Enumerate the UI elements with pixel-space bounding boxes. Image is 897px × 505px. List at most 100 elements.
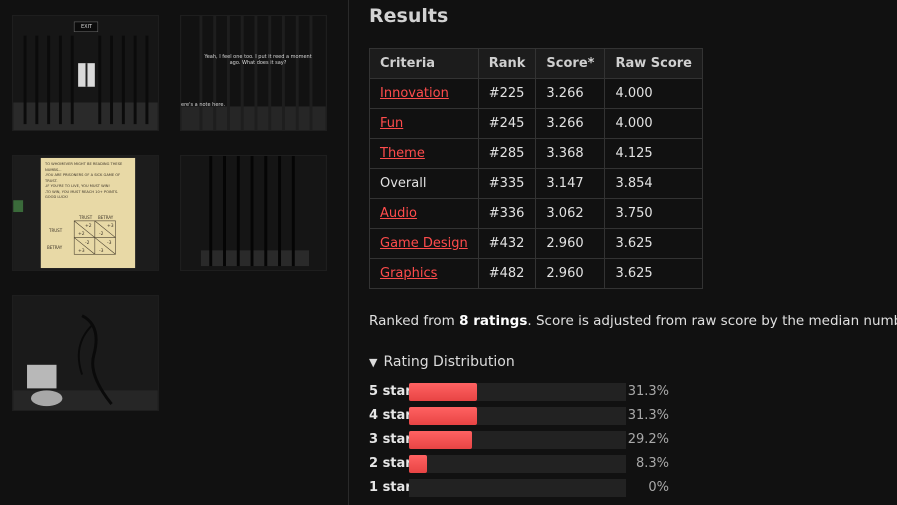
screenshot-thumbnail-5[interactable] (12, 295, 159, 411)
criteria-link-graphics[interactable]: Graphics (369, 258, 479, 289)
matrix-cell: -3 (107, 241, 112, 246)
criteria-link-audio[interactable]: Audio (369, 198, 479, 229)
dialog-scene-image (181, 16, 326, 130)
header-rank: Rank (477, 48, 537, 79)
ranked-suffix: . Score is adjusted from raw score by th… (527, 313, 897, 329)
rank-cell: #336 (477, 198, 537, 229)
distribution-bar-track (409, 383, 626, 401)
table-row: Theme #285 3.368 4.125 (369, 138, 703, 169)
rank-cell: #285 (477, 138, 537, 169)
note-line: -IF YOU'RE TO LIVE, YOU MUST WIN! (45, 184, 110, 188)
note-line: TO WHOMEVER MIGHT BE READING THESE NUMBS… (45, 162, 123, 172)
criteria-link-theme[interactable]: Theme (369, 138, 479, 169)
matrix-cell: +2 (78, 232, 85, 237)
results-table: Criteria Rank Score* Raw Score Innovatio… (369, 48, 703, 289)
score-cell: 3.266 (535, 108, 606, 139)
distribution-percent: 31.3% (627, 408, 669, 423)
triangle-down-icon: ▼ (369, 356, 378, 369)
results-panel: Results Criteria Rank Score* Raw Score I… (369, 0, 897, 505)
table-row: Fun #245 3.266 4.000 (369, 108, 703, 139)
matrix-row-trust: TRUST (49, 228, 63, 233)
matrix-cell: -2 (85, 241, 90, 246)
criteria-link-fun[interactable]: Fun (369, 108, 479, 139)
matrix-cell: +2 (85, 224, 92, 229)
score-cell: 2.960 (535, 228, 606, 259)
rank-cell: #225 (477, 78, 537, 109)
distribution-row: 2 star 8.3% (369, 452, 679, 476)
distribution-row: 3 star 29.2% (369, 428, 679, 452)
matrix-cell: +3 (78, 249, 85, 254)
score-cell: 3.368 (535, 138, 606, 169)
table-row: Game Design #432 2.960 3.625 (369, 228, 703, 259)
criteria-link-game-design[interactable]: Game Design (369, 228, 479, 259)
distribution-bar-track (409, 455, 626, 473)
prison-cell-door-image (13, 16, 158, 130)
star-label: 3 star (369, 432, 412, 447)
distribution-bar-fill (409, 383, 477, 401)
rank-cell: #335 (477, 168, 537, 199)
distribution-percent: 8.3% (635, 456, 669, 471)
ranked-note: Ranked from 8 ratings. Score is adjusted… (369, 313, 897, 329)
note-line: GOOD LUCK! (45, 195, 69, 199)
distribution-row: 5 star 31.3% (369, 380, 679, 404)
note-paper-image (13, 156, 158, 270)
ratings-count: 8 ratings (459, 313, 528, 329)
raw-score-cell: 3.625 (604, 258, 703, 289)
raw-score-cell: 4.000 (604, 78, 703, 109)
distribution-row: 1 star 0% (369, 476, 679, 500)
table-row: Audio #336 3.062 3.750 (369, 198, 703, 229)
rank-cell: #245 (477, 108, 537, 139)
raw-score-cell: 3.625 (604, 228, 703, 259)
column-divider (348, 0, 349, 505)
distribution-bar-track (409, 479, 626, 497)
distribution-bar-fill (409, 407, 477, 425)
dialog-text: Yeah, I feel one too. I put it reed a mo… (204, 54, 312, 66)
screenshot-gallery: EXIT Yeah, I feel one too. I put it reed… (0, 0, 348, 505)
star-label: 1 star (369, 480, 412, 495)
star-label: 5 star (369, 384, 412, 399)
star-label: 2 star (369, 456, 412, 471)
dark-cell-image (181, 156, 326, 270)
distribution-bar-fill (409, 431, 473, 449)
distribution-bar-track (409, 407, 626, 425)
rank-cell: #432 (477, 228, 537, 259)
distribution-percent: 31.3% (627, 384, 669, 399)
distribution-row: 4 star 31.3% (369, 404, 679, 428)
header-criteria: Criteria (369, 48, 479, 79)
raw-score-cell: 3.750 (604, 198, 703, 229)
rating-distribution-toggle[interactable]: ▼ Rating Distribution (369, 354, 515, 370)
distribution-bar-track (409, 431, 626, 449)
matrix-col-trust: TRUST (79, 215, 93, 220)
distribution-percent: 29.2% (627, 432, 669, 447)
rating-distribution: 5 star 31.3% 4 star 31.3% 3 star 29.2% 2… (369, 380, 679, 500)
table-row: Innovation #225 3.266 4.000 (369, 78, 703, 109)
matrix-row-betray: BETRAY (47, 245, 63, 250)
score-cell: 2.960 (535, 258, 606, 289)
matrix-cell: -2 (99, 232, 104, 237)
cell-toilet-image (13, 296, 158, 410)
rank-cell: #482 (477, 258, 537, 289)
table-row: Graphics #482 2.960 3.625 (369, 258, 703, 289)
raw-score-cell: 3.854 (604, 168, 703, 199)
table-row: Overall #335 3.147 3.854 (369, 168, 703, 199)
matrix-cell: -3 (99, 249, 104, 254)
distribution-bar-fill (409, 455, 427, 473)
score-cell: 3.266 (535, 78, 606, 109)
distribution-percent: 0% (648, 480, 669, 495)
rating-distribution-label: Rating Distribution (383, 354, 515, 370)
matrix-col-betray: BETRAY (98, 215, 114, 220)
header-raw-score: Raw Score (604, 48, 703, 79)
ranked-prefix: Ranked from (369, 313, 460, 329)
header-score: Score* (535, 48, 606, 79)
exit-sign-label: EXIT (81, 24, 93, 30)
criteria-link-innovation[interactable]: Innovation (369, 78, 479, 109)
screenshot-thumbnail-2[interactable]: Yeah, I feel one too. I put it reed a mo… (180, 15, 327, 131)
dialog-caption: ere's a note here. (181, 102, 226, 108)
note-line: -TO WIN, YOU MUST REACH 10+ POINTS. (45, 189, 119, 194)
screenshot-thumbnail-3[interactable]: TO WHOMEVER MIGHT BE READING THESE NUMBS… (12, 155, 159, 271)
screenshot-thumbnail-1[interactable]: EXIT (12, 15, 159, 131)
score-cell: 3.062 (535, 198, 606, 229)
screenshot-thumbnail-4[interactable] (180, 155, 327, 271)
results-title: Results (369, 5, 449, 27)
